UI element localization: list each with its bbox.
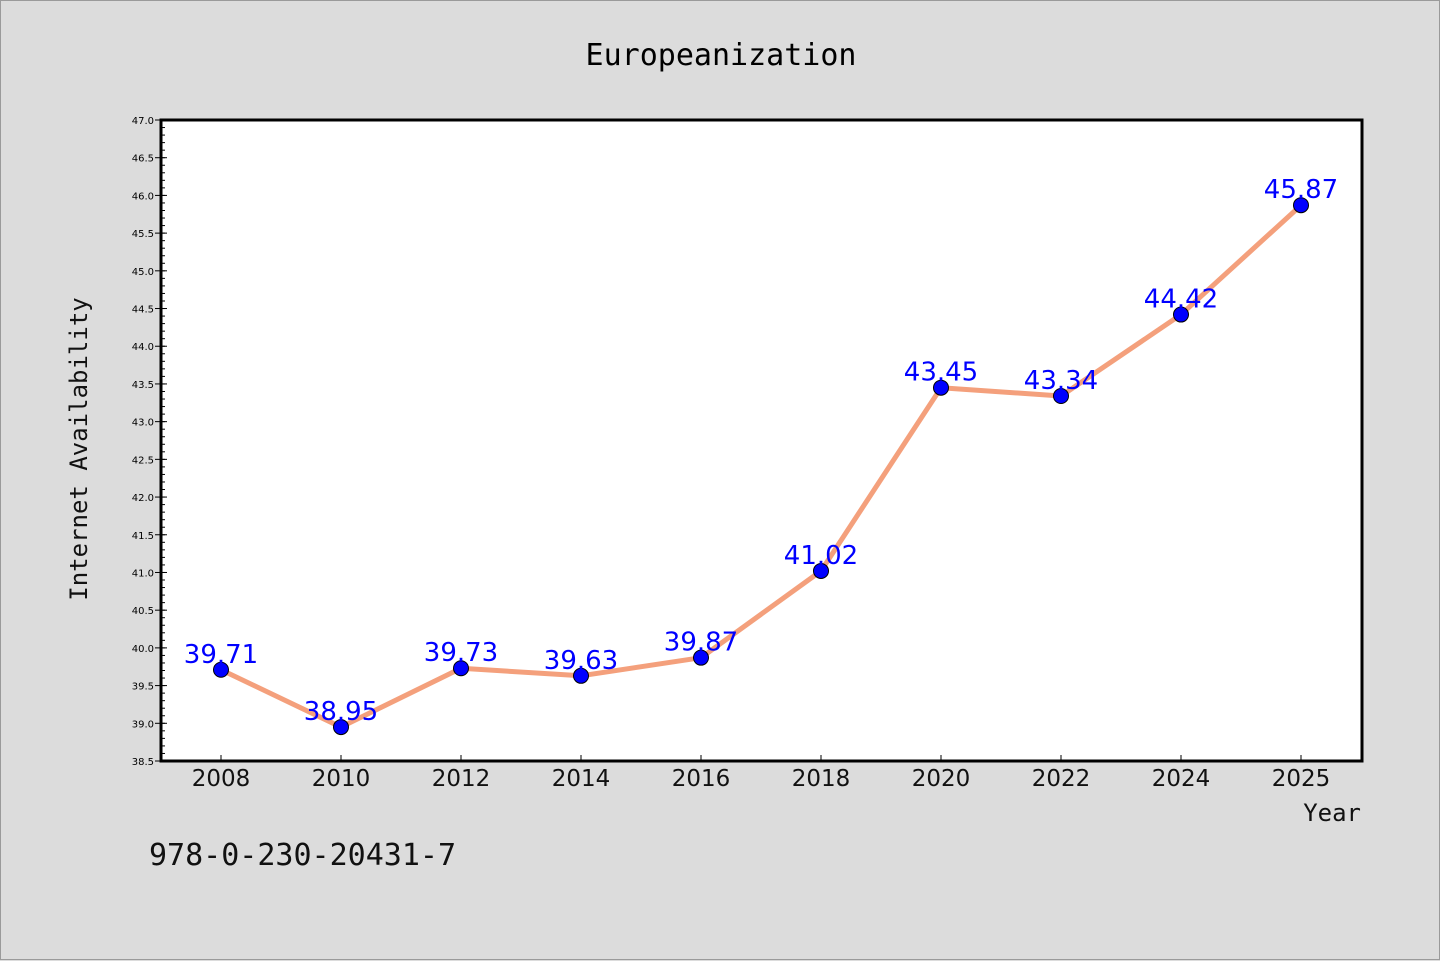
data-label: 45.87 — [1264, 175, 1338, 205]
data-label: 39.63 — [544, 646, 618, 676]
x-tick-label: 2012 — [432, 766, 491, 792]
data-label: 39.71 — [184, 640, 258, 670]
data-label: 39.73 — [424, 638, 498, 668]
y-tick-label: 44.0 — [132, 342, 154, 353]
series-line — [218, 202, 1304, 730]
y-tick-label: 44.5 — [132, 305, 154, 316]
y-axis-title: Internet Availability — [65, 297, 93, 600]
data-point — [453, 660, 469, 677]
plot-area — [159, 118, 1364, 763]
series-group: 39.71 38.95 39.73 39.63 39.87 41.02 43.45 43.34… — [184, 175, 1338, 736]
data-point — [813, 562, 829, 579]
data-label: 38.95 — [304, 697, 378, 727]
y-tick-label: 43.0 — [132, 418, 154, 429]
y-tick-label: 42.0 — [132, 493, 154, 504]
y-tick-label: 38.5 — [132, 757, 154, 768]
x-tick-label: 2008 — [192, 766, 251, 792]
y-tick-label: 39.5 — [132, 682, 154, 693]
x-tick-label: 2025 — [1272, 766, 1331, 792]
x-axis: 2008 2010 2012 2014 2016 2018 2020 2022 2024 2025 — [192, 755, 1331, 792]
y-tick-label: 41.0 — [132, 568, 154, 579]
data-label: 44.42 — [1144, 285, 1218, 315]
data-point — [213, 661, 229, 678]
data-point — [333, 719, 349, 736]
y-tick-label: 43.5 — [132, 380, 154, 391]
x-tick-label: 2018 — [792, 766, 851, 792]
y-tick-label: 39.0 — [132, 719, 154, 730]
x-axis-title: Year — [1303, 799, 1361, 827]
data-point — [573, 667, 589, 684]
data-label: 41.02 — [784, 541, 858, 571]
x-tick-label: 2016 — [672, 766, 731, 792]
x-tick-label: 2014 — [552, 766, 611, 792]
x-tick-label: 2020 — [912, 766, 971, 792]
y-tick-label: 47.0 — [132, 116, 154, 127]
y-tick-label: 42.5 — [132, 455, 154, 466]
x-tick-label: 2022 — [1032, 766, 1091, 792]
data-point — [1173, 306, 1189, 323]
y-tick-label: 46.5 — [132, 154, 154, 165]
y-tick-label: 40.0 — [132, 644, 154, 655]
data-label: 39.87 — [664, 628, 738, 658]
data-point — [1053, 388, 1069, 405]
y-tick-label: 40.5 — [132, 606, 154, 617]
footer-code: 978-0-230-20431-7 — [149, 838, 456, 873]
y-axis: 38.5 39.0 39.5 40.0 40.5 41.0 41.5 42.0 42.5 43.0… — [132, 116, 167, 768]
data-point — [933, 379, 949, 396]
data-label: 43.34 — [1024, 366, 1098, 396]
x-tick-label: 2010 — [312, 766, 371, 792]
x-tick-label: 2024 — [1152, 766, 1211, 792]
data-point — [1293, 197, 1309, 214]
data-label: 43.45 — [904, 358, 978, 388]
chart-title: Europeanization — [586, 38, 857, 73]
y-tick-label: 46.0 — [132, 191, 154, 202]
y-tick-label: 45.0 — [132, 267, 154, 278]
y-tick-label: 41.5 — [132, 531, 154, 542]
data-point — [693, 649, 709, 666]
y-tick-label: 45.5 — [132, 229, 154, 240]
